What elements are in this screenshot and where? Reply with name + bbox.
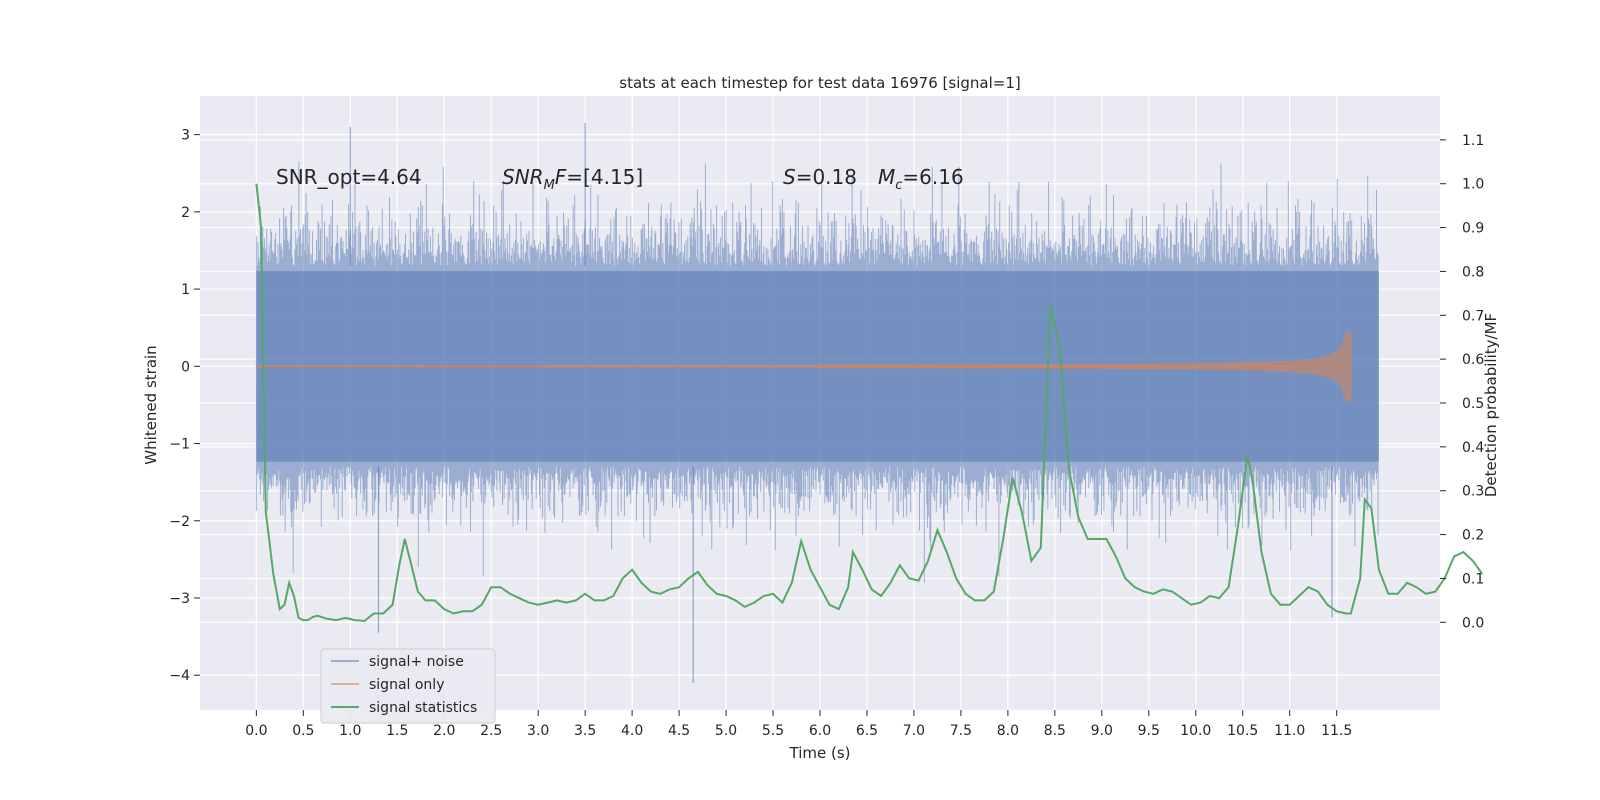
x-tick-label-7: 3.5 xyxy=(574,723,596,739)
y-right-tick-label-4: 0.7 xyxy=(1462,308,1484,324)
y-axis-left-label: Whitened strain xyxy=(142,345,160,464)
signal-only-series xyxy=(255,331,1352,402)
y-left-tick-label-3: 0 xyxy=(181,359,190,375)
annotation-snr-opt: SNR_opt=4.64 xyxy=(276,165,422,189)
annotation-mc: Mc=6.16 xyxy=(878,165,964,193)
x-tick-label-17: 8.5 xyxy=(1044,723,1066,739)
x-tick-label-3: 1.5 xyxy=(386,723,408,739)
legend-label-signal-noise: signal+ noise xyxy=(369,654,464,670)
x-tick-label-16: 8.0 xyxy=(997,723,1019,739)
legend-label-signal-only: signal only xyxy=(369,677,444,693)
y-right-tick-label-11: 0.0 xyxy=(1462,615,1484,631)
y-left-tick-label-5: −2 xyxy=(169,514,190,530)
x-tick-label-1: 0.5 xyxy=(292,723,314,739)
y-right-tick-label-9: 0.2 xyxy=(1462,528,1484,544)
annotation-s: S=0.18 xyxy=(783,165,857,189)
y-right-tick-label-0: 1.1 xyxy=(1462,133,1484,149)
y-axis-right-label: Detection probability/MF xyxy=(1482,313,1500,497)
y-axis-right-ticks: 1.1 1.0 0.9 0.8 0.7 0.6 0.5 0.4 0.3 0.2 0.1 0.0 xyxy=(1440,133,1484,631)
y-right-tick-label-6: 0.5 xyxy=(1462,396,1484,412)
x-tick-label-18: 9.0 xyxy=(1091,723,1113,739)
y-right-tick-label-2: 0.9 xyxy=(1462,221,1484,237)
y-right-tick-label-8: 0.3 xyxy=(1462,484,1484,500)
x-tick-label-23: 11.5 xyxy=(1321,723,1352,739)
y-left-tick-label-2: 1 xyxy=(181,282,190,298)
x-tick-label-22: 11.0 xyxy=(1274,723,1305,739)
chart-title: stats at each timestep for test data 169… xyxy=(619,74,1020,92)
x-tick-label-13: 6.5 xyxy=(856,723,878,739)
y-axis-left-ticks: 3 2 1 0 −1 −2 −3 −4 xyxy=(169,128,200,684)
x-tick-label-4: 2.0 xyxy=(433,723,455,739)
y-right-tick-label-1: 1.0 xyxy=(1462,177,1484,193)
y-left-tick-label-1: 2 xyxy=(181,205,190,221)
y-right-tick-label-10: 0.1 xyxy=(1462,571,1484,587)
x-tick-label-2: 1.0 xyxy=(339,723,361,739)
signal-statistics-line xyxy=(255,183,1484,623)
x-tick-label-14: 7.0 xyxy=(903,723,925,739)
y-right-tick-label-3: 0.8 xyxy=(1462,264,1484,280)
x-tick-label-21: 10.5 xyxy=(1227,723,1258,739)
x-tick-label-8: 4.0 xyxy=(621,723,643,739)
x-tick-label-12: 6.0 xyxy=(809,723,831,739)
y-left-tick-label-4: −1 xyxy=(169,437,190,453)
y-left-tick-label-0: 3 xyxy=(181,128,190,144)
y-right-tick-label-5: 0.6 xyxy=(1462,352,1484,368)
annotations: SNR_opt=4.64 SNRMF=[4.15] S=0.18 Mc=6.16 xyxy=(276,165,964,193)
x-tick-label-15: 7.5 xyxy=(950,723,972,739)
signal-statistics-series xyxy=(255,183,1484,623)
y-right-tick-label-7: 0.4 xyxy=(1462,440,1484,456)
x-axis-ticks: 0.0 0.5 1.0 1.5 2.0 2.5 3.0 3.5 4.0 4.5 5.0 5.5 6.0 6… xyxy=(245,710,1352,739)
legend-label-signal-statistics: signal statistics xyxy=(369,700,477,716)
y-left-tick-label-7: −4 xyxy=(169,668,190,684)
x-tick-label-20: 10.0 xyxy=(1180,723,1211,739)
x-tick-label-19: 9.5 xyxy=(1138,723,1160,739)
x-tick-label-6: 3.0 xyxy=(527,723,549,739)
y-left-tick-label-6: −3 xyxy=(169,591,190,607)
x-tick-label-9: 4.5 xyxy=(668,723,690,739)
x-tick-label-0: 0.0 xyxy=(245,723,267,739)
legend: signal+ noise signal only signal statist… xyxy=(320,648,496,724)
x-tick-label-5: 2.5 xyxy=(480,723,502,739)
annotation-snr-mf: SNRMF=[4.15] xyxy=(502,165,643,193)
x-axis-label: Time (s) xyxy=(789,744,851,762)
legend-box xyxy=(320,648,496,724)
x-tick-label-11: 5.5 xyxy=(762,723,784,739)
x-tick-label-10: 5.0 xyxy=(715,723,737,739)
